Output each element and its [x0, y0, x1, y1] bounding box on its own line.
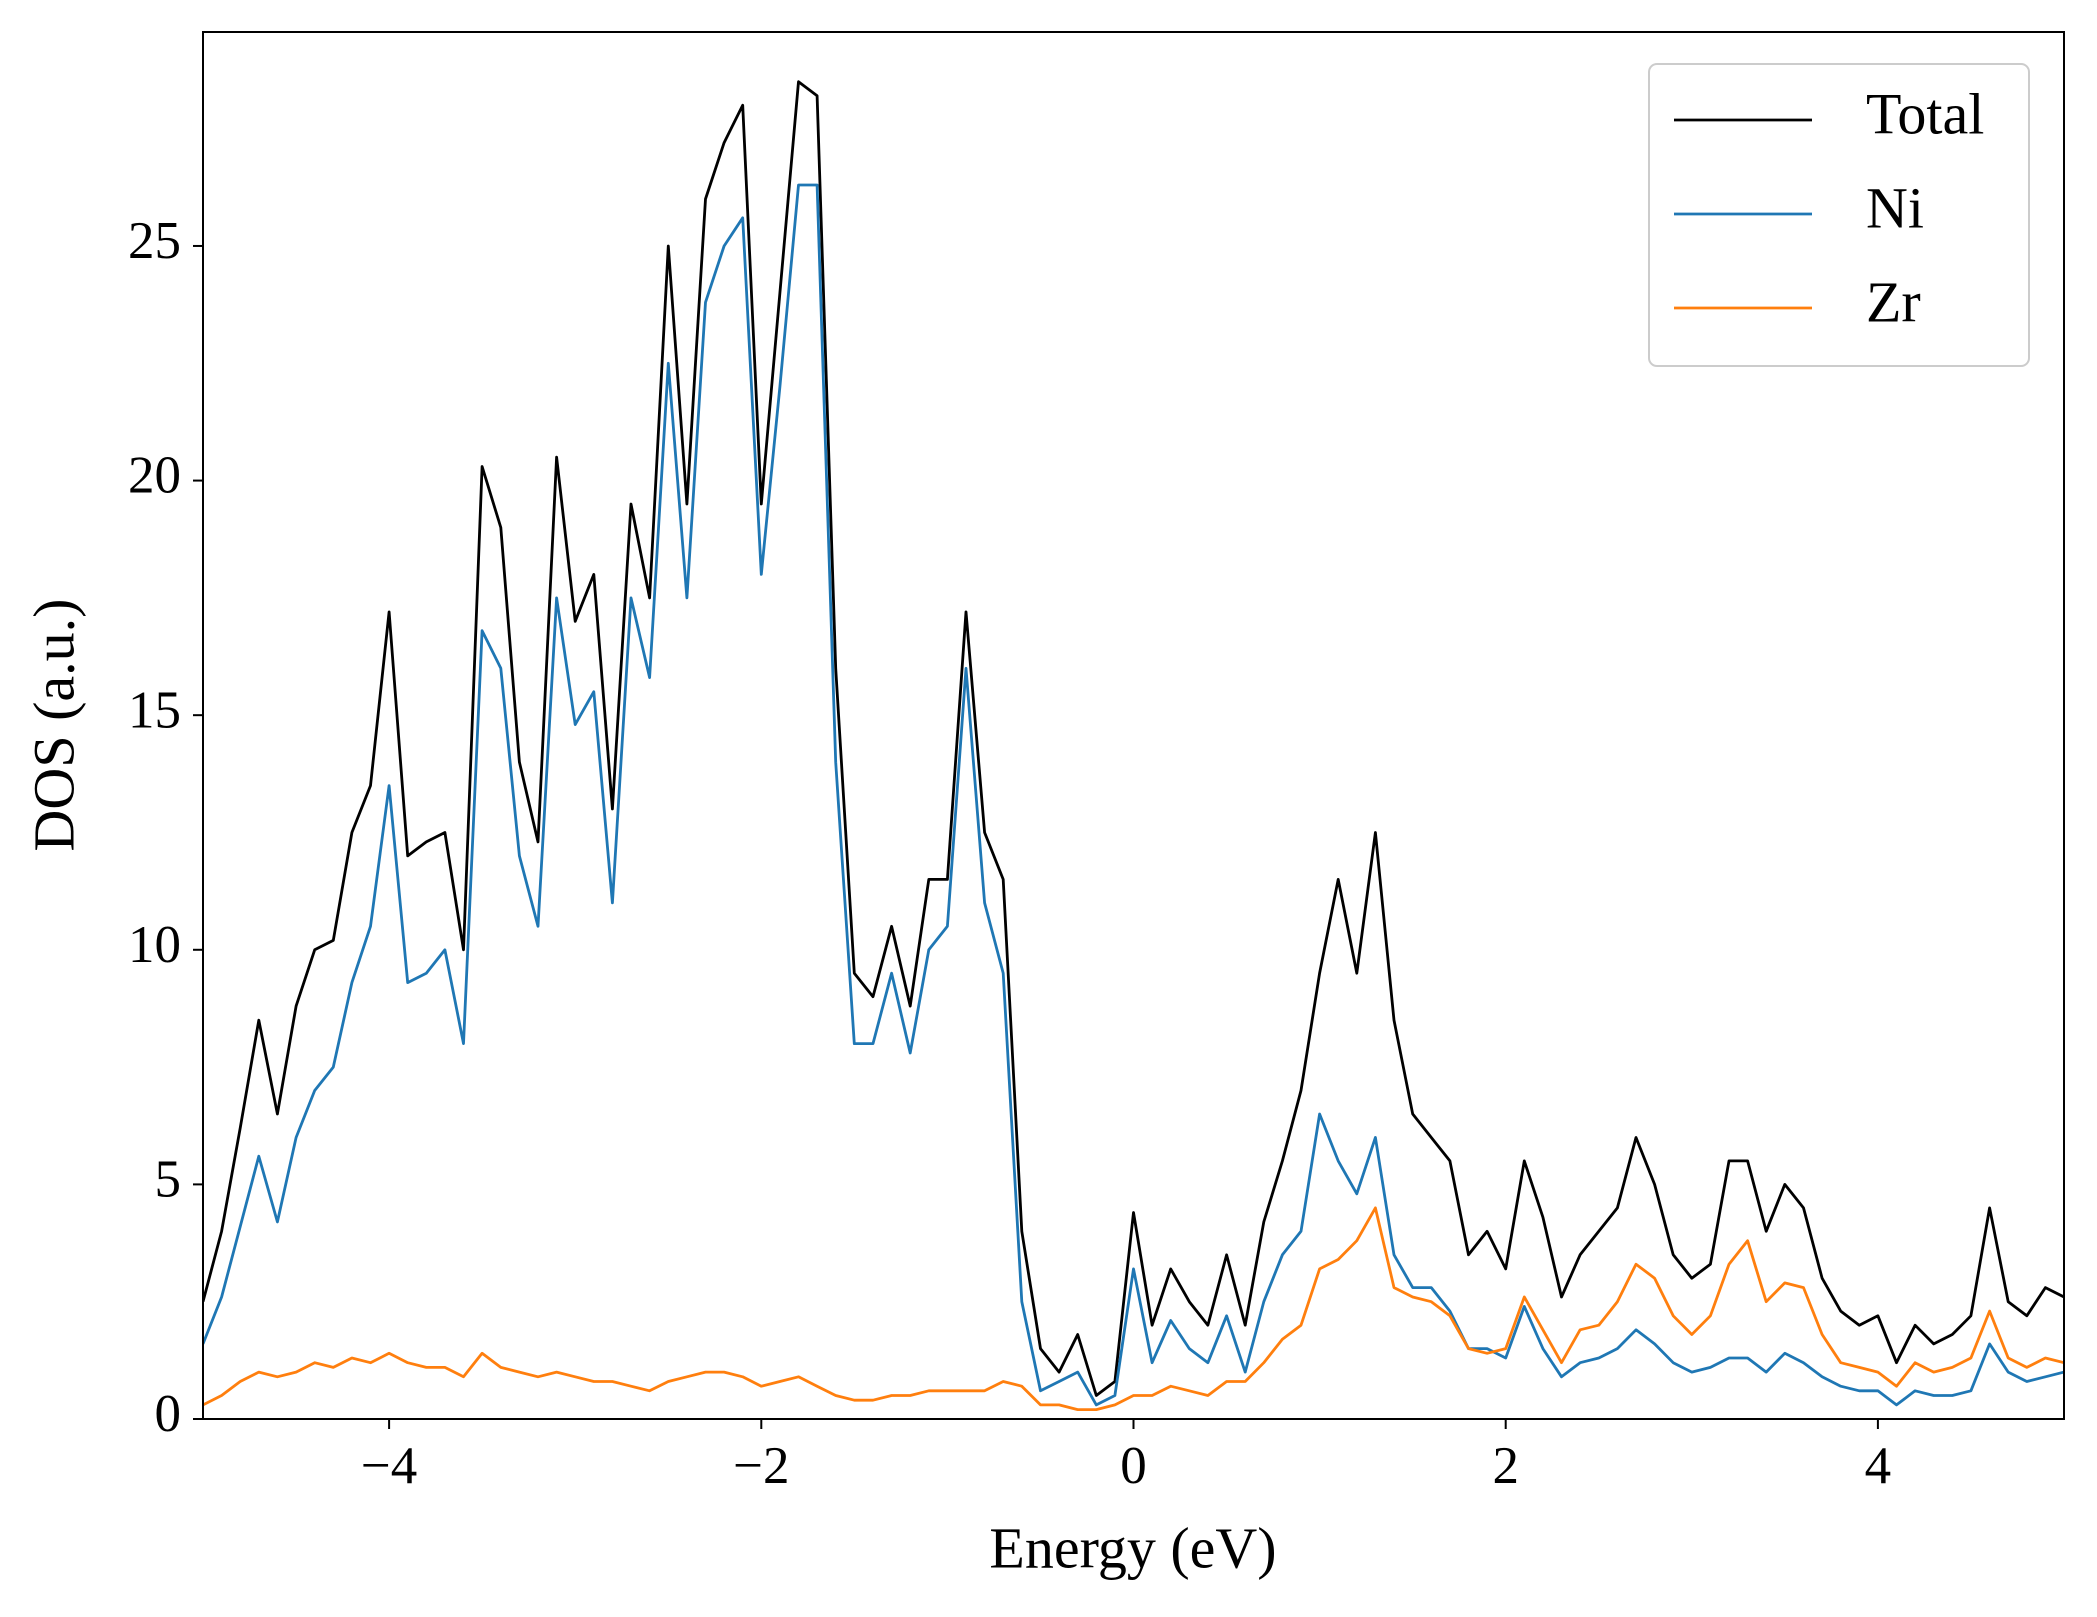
y-tick-label: 5 — [155, 1151, 182, 1209]
x-tick-label: 0 — [1120, 1437, 1147, 1495]
series-line — [203, 80, 2064, 1397]
x-tick-label: 4 — [1865, 1437, 1892, 1495]
legend-label: Zr — [1866, 269, 1921, 334]
legend-label: Ni — [1866, 175, 1924, 240]
series-line — [203, 183, 2064, 1407]
y-tick-label: 25 — [128, 212, 181, 270]
x-tick-label: 2 — [1492, 1437, 1519, 1495]
y-axis-label: DOS (a.u.) — [21, 599, 86, 852]
x-tick-label: −2 — [733, 1437, 789, 1495]
plot-frame — [202, 31, 2065, 1420]
legend-box — [1648, 63, 2030, 367]
y-tick-label: 0 — [155, 1385, 182, 1443]
y-tick-label: 10 — [128, 916, 181, 974]
x-axis-label: Energy (eV) — [989, 1515, 1276, 1580]
legend-label: Total — [1866, 81, 1984, 146]
series-line — [203, 1206, 2064, 1411]
y-tick-label: 20 — [128, 447, 181, 505]
y-tick-label: 15 — [128, 681, 181, 739]
x-tick-label: −4 — [361, 1437, 417, 1495]
